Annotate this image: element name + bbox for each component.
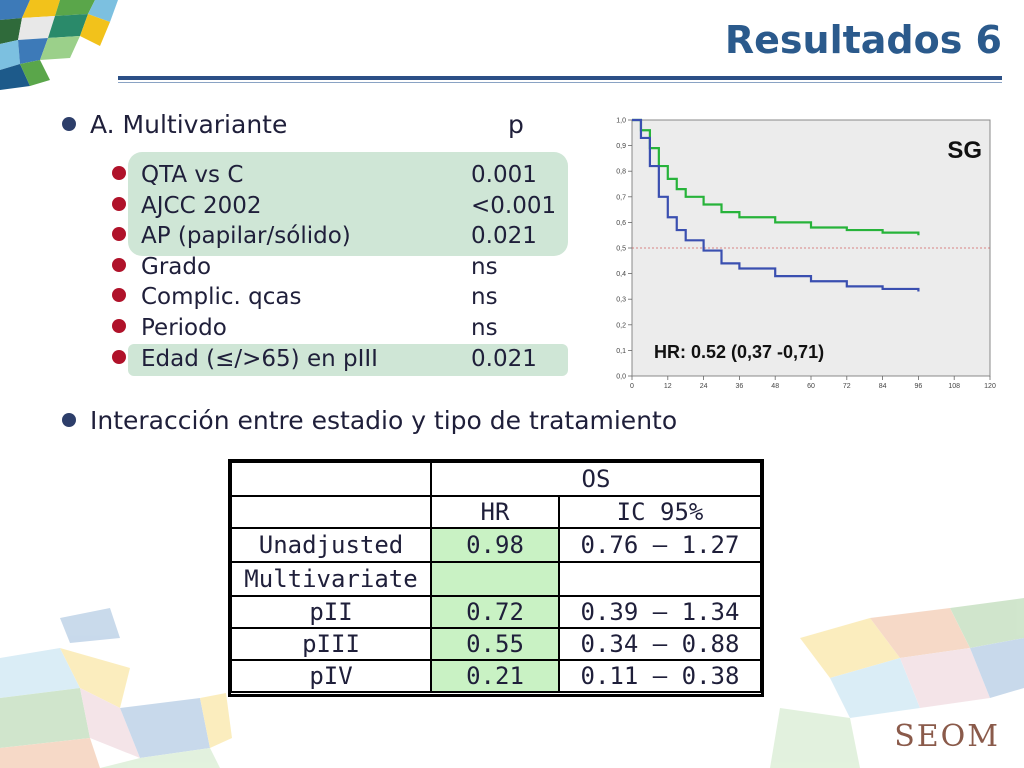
section-b-heading: Interacción entre estadio y tipo de trat… [62, 406, 677, 435]
factor-label: AJCC 2002 [141, 192, 262, 219]
list-item: QTA vs C 0.001 [112, 160, 582, 191]
x-tick-label: 12 [664, 383, 672, 390]
bullet-icon [112, 318, 126, 333]
title-divider-thin [118, 82, 1002, 83]
chart-title: SG [947, 137, 982, 164]
x-tick-label: 72 [843, 383, 851, 390]
list-item: AJCC 2002 <0.001 [112, 191, 582, 222]
row-label: Unadjusted [230, 527, 432, 563]
bullet-icon [112, 227, 126, 242]
survival-curve-lower [632, 118, 920, 292]
table-corner-cell [230, 495, 432, 529]
row-label: Multivariate [230, 561, 432, 597]
hr-value [430, 561, 560, 597]
hazard-ratio-table: OS HR IC 95% Unadjusted 0.98 0.76 – 1.27… [230, 461, 762, 693]
ic-value: 0.76 – 1.27 [558, 527, 762, 563]
highlight-box-top [128, 152, 568, 256]
x-tick-label: 108 [948, 383, 960, 390]
y-tick-label: 0,8 [616, 169, 626, 176]
y-tick-label: 0,6 [616, 220, 626, 227]
list-item: Complic. qcas ns [112, 282, 582, 313]
p-column-header: p [508, 110, 524, 139]
list-item: Grado ns [112, 252, 582, 283]
bullet-icon [62, 413, 76, 427]
x-tick-label: 48 [771, 383, 779, 390]
factor-label: QTA vs C [141, 162, 244, 188]
mosaic-decoration-top [0, 0, 120, 90]
table-group-header: OS [430, 461, 762, 497]
section-a-heading: A. Multivariante [62, 110, 287, 139]
factor-label: Grado [141, 253, 212, 280]
table-row: pII 0.72 0.39 – 1.34 [230, 595, 762, 629]
bullet-icon [112, 349, 126, 364]
list-item: Edad (≤/>65) en pIII 0.021 [112, 344, 582, 375]
bullet-icon [112, 196, 126, 211]
factor-p-value: ns [471, 284, 498, 311]
factor-p-value: 0.021 [471, 223, 537, 250]
y-tick-label: 0,3 [616, 297, 626, 304]
factor-p-value: <0.001 [471, 192, 557, 219]
ic-value: 0.39 – 1.34 [558, 595, 762, 629]
row-label: pIII [230, 627, 432, 661]
highlight-box-bottom [128, 344, 568, 376]
multivariate-factor-list: QTA vs C 0.001 AJCC 2002 <0.001 AP (papi… [112, 160, 582, 374]
y-tick-label: 0,2 [616, 322, 626, 329]
survival-chart: 0,0 0,1 0,2 0,3 0,4 0,5 0,6 0,7 0,8 0,9 1,0 0 12 24 36… [616, 118, 996, 391]
list-item: Periodo ns [112, 313, 582, 344]
y-tick-label: 1,0 [616, 118, 626, 125]
hr-value: 0.72 [430, 595, 560, 629]
table-row: pIV 0.21 0.11 – 0.38 [230, 659, 762, 693]
x-tick-label: 24 [700, 383, 708, 390]
ic-value [558, 561, 762, 597]
hr-value: 0.98 [430, 527, 560, 563]
x-tick-label: 60 [807, 383, 815, 390]
y-tick-label: 0,7 [616, 194, 626, 201]
x-tick-label: 96 [915, 383, 923, 390]
section-b-heading-text: Interacción entre estadio y tipo de trat… [90, 406, 678, 435]
ic-value: 0.11 – 0.38 [558, 659, 762, 693]
table-row: Unadjusted 0.98 0.76 – 1.27 [230, 527, 762, 563]
y-tick-label: 0,1 [616, 348, 626, 355]
factor-label: Edad (≤/>65) en pIII [141, 345, 378, 372]
factor-label: AP (papilar/sólido) [141, 223, 351, 250]
section-a-heading-text: A. Multivariante [90, 110, 288, 139]
hr-value: 0.21 [430, 659, 560, 693]
bullet-icon [62, 117, 76, 131]
x-tick-label: 36 [736, 383, 744, 390]
y-tick-label: 0,4 [616, 271, 626, 278]
bullet-icon [112, 288, 126, 303]
factor-label: Complic. qcas [141, 284, 302, 311]
factor-p-value: 0.021 [471, 345, 537, 372]
factor-p-value: ns [471, 314, 498, 341]
table-header-hr: HR [430, 495, 560, 529]
row-label: pIV [230, 659, 432, 693]
title-divider [118, 76, 1002, 80]
factor-p-value: 0.001 [471, 162, 537, 188]
table-row: pIII 0.55 0.34 – 0.88 [230, 627, 762, 661]
y-tick-label: 0,5 [616, 246, 626, 253]
ic-value: 0.34 – 0.88 [558, 627, 762, 661]
survival-curve-upper [632, 118, 920, 236]
list-item: AP (papilar/sólido) 0.021 [112, 221, 582, 252]
factor-label: Periodo [141, 314, 227, 341]
y-tick-label: 0,0 [616, 374, 626, 381]
seom-logo: SEOM [894, 719, 1000, 754]
table-corner-cell [230, 461, 432, 497]
x-tick-label: 0 [630, 383, 634, 390]
plot-area [631, 119, 991, 377]
hr-value: 0.55 [430, 627, 560, 661]
table-header-ic: IC 95% [558, 495, 762, 529]
y-tick-label: 0,9 [616, 143, 626, 150]
x-tick-label: 120 [984, 383, 996, 390]
x-tick-label: 84 [879, 383, 887, 390]
row-label: pII [230, 595, 432, 629]
hazard-ratio-annotation: HR: 0.52 (0,37 -0,71) [654, 342, 824, 362]
bullet-icon [112, 257, 126, 272]
factor-p-value: ns [471, 253, 498, 280]
bullet-icon [112, 166, 126, 180]
slide-title: Resultados 6 [724, 18, 1002, 62]
table-row: Multivariate [230, 561, 762, 597]
